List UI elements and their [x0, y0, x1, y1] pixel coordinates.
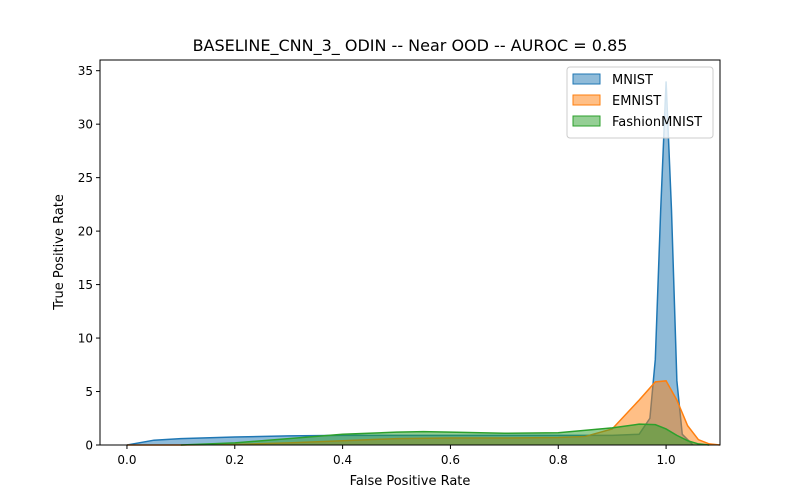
plot-frame	[99, 59, 721, 446]
y-tick-label: 25	[78, 171, 93, 185]
legend-swatch-fashionmnist	[572, 115, 601, 127]
y-tick-label: 10	[78, 332, 93, 346]
plot-series	[126, 81, 721, 446]
legend-swatch-mnist	[572, 73, 601, 85]
y-axis-label: True Positive Rate	[52, 194, 67, 311]
y-tick-label: 5	[85, 385, 93, 399]
series-line-fashionmnist	[180, 423, 710, 446]
x-tick-label: 0.0	[117, 453, 136, 467]
x-tick-label: 0.4	[333, 453, 352, 467]
y-tick-label: 0	[85, 439, 93, 453]
x-axis: 0.0 0.2 0.4 0.6 0.8 1.0	[117, 445, 676, 467]
legend-swatch-emnist	[572, 94, 601, 106]
x-axis-label: False Positive Rate	[350, 474, 471, 489]
y-tick-label: 20	[78, 225, 93, 239]
x-tick-label: 0.6	[441, 453, 460, 467]
x-tick-label: 1.0	[657, 453, 676, 467]
y-tick-label: 35	[78, 64, 93, 78]
x-tick-label: 0.8	[549, 453, 568, 467]
x-tick-label: 0.2	[225, 453, 244, 467]
chart-title: BASELINE_CNN_3_ ODIN -- Near OOD -- AURO…	[193, 36, 628, 56]
legend: MNIST EMNIST FashionMNIST	[566, 66, 714, 139]
legend-box	[566, 66, 714, 139]
legend-label-emnist: EMNIST	[612, 94, 661, 109]
y-axis: 0 5 10 15 20 25 30 35	[78, 64, 100, 453]
legend-label-mnist: MNIST	[612, 73, 653, 88]
series-area-fashionmnist	[180, 424, 710, 445]
y-tick-label: 30	[78, 118, 93, 132]
y-tick-label: 15	[78, 278, 93, 292]
legend-label-fashionmnist: FashionMNIST	[612, 115, 702, 130]
